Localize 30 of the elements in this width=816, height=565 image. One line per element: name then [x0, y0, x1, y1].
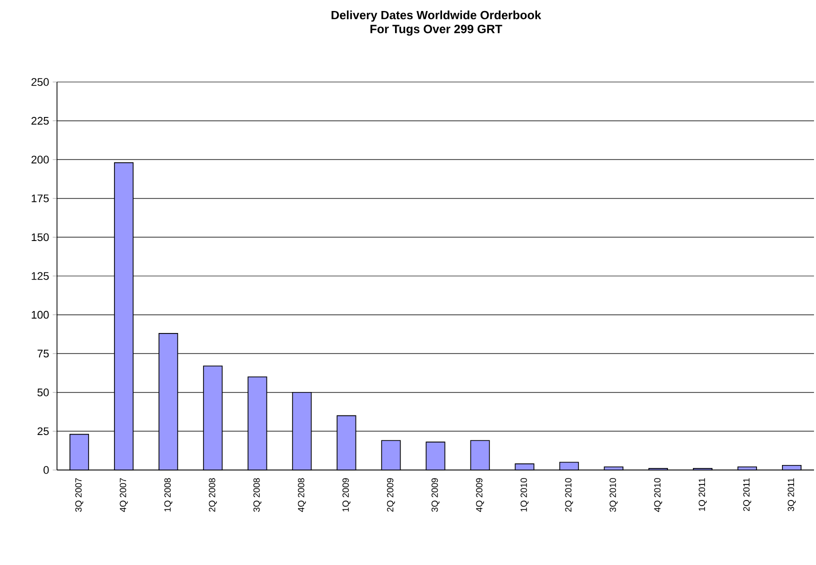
x-tick-label: 3Q 2008 — [253, 478, 262, 512]
x-tick-label: 2Q 2010 — [565, 478, 574, 512]
x-tick-label: 2Q 2009 — [386, 478, 395, 512]
y-tick-label: 225 — [31, 116, 49, 125]
x-tick-label: 3Q 2007 — [75, 478, 84, 512]
x-tick-label: 1Q 2010 — [520, 478, 529, 512]
y-tick-label: 50 — [37, 388, 49, 396]
y-tick-label: 0 — [44, 466, 49, 474]
x-tick-label: 4Q 2008 — [298, 478, 306, 512]
y-tick-label: 175 — [32, 194, 49, 202]
x-tick-label: 2Q 2011 — [743, 478, 752, 512]
x-tick-label: 2Q 2008 — [208, 478, 217, 512]
chart-subtitle: For Tugs Over 299 GRT — [370, 24, 502, 36]
x-tick-label: 4Q 2009 — [476, 478, 484, 512]
x-tick-label: 3Q 2010 — [610, 478, 618, 512]
y-tick-label: 200 — [31, 156, 49, 164]
y-tick-label: 250 — [31, 78, 49, 86]
x-tick-label: 4Q 2010 — [654, 478, 662, 512]
y-tick-label: 125 — [32, 272, 49, 280]
y-tick-label: 75 — [38, 350, 49, 358]
chart-title: Delivery Dates Worldwide Orderbook — [332, 10, 542, 22]
x-tick-label: 4Q 2007 — [120, 478, 128, 512]
y-tick-label: 150 — [32, 233, 49, 242]
x-tick-label: 1Q 2009 — [342, 478, 350, 512]
y-tick-label: 25 — [38, 427, 49, 436]
y-tick-label: 100 — [32, 310, 49, 319]
x-tick-label: 1Q 2011 — [698, 478, 707, 511]
x-tick-label: 3Q 2011 — [788, 478, 796, 512]
x-tick-label: 1Q 2008 — [164, 478, 172, 512]
x-tick-label: 3Q 2009 — [432, 478, 440, 512]
